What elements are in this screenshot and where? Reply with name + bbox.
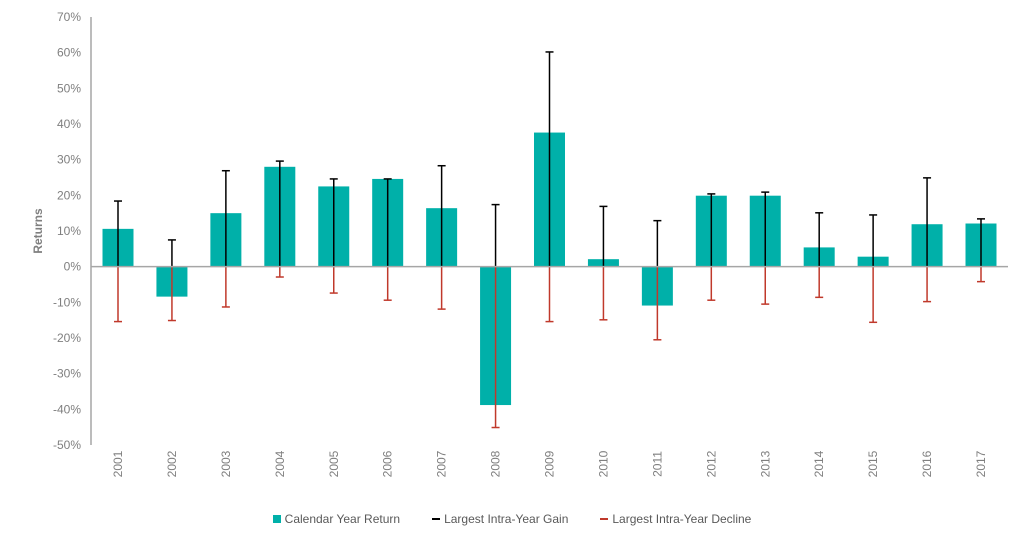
y-tick-label: 20% bbox=[57, 188, 81, 202]
x-tick-label: 2009 bbox=[543, 450, 557, 477]
y-axis-label: Returns bbox=[31, 208, 45, 254]
x-tick-label: 2012 bbox=[704, 450, 718, 477]
y-tick-label: -40% bbox=[53, 402, 81, 416]
y-tick-label: 70% bbox=[57, 10, 81, 24]
x-tick-label: 2006 bbox=[381, 450, 395, 477]
legend-item-largest-intra-year-decline: Largest Intra-Year Decline bbox=[600, 512, 751, 526]
x-tick-label: 2005 bbox=[327, 450, 341, 477]
y-tick-label: -10% bbox=[53, 295, 81, 309]
x-tick-label: 2007 bbox=[435, 450, 449, 477]
x-tick-label: 2004 bbox=[273, 450, 287, 477]
x-tick-label: 2013 bbox=[758, 450, 772, 477]
y-tick-label: 40% bbox=[57, 117, 81, 131]
legend-label: Largest Intra-Year Decline bbox=[612, 512, 752, 526]
y-tick-label: 50% bbox=[57, 81, 81, 95]
y-axis: 70% 60% 50% 40% 30% 20% 10% 0% -10% -20% -30% -40% -… bbox=[53, 10, 92, 452]
legend-swatch-decline bbox=[600, 518, 609, 520]
legend-label: Calendar Year Return bbox=[284, 512, 401, 526]
x-tick-label: 2015 bbox=[866, 450, 880, 477]
x-tick-label: 2008 bbox=[489, 450, 503, 477]
legend: Calendar Year Return Largest Intra-Year … bbox=[0, 512, 1024, 526]
y-tick-label: 60% bbox=[57, 46, 81, 60]
legend-swatch-gain bbox=[432, 518, 441, 520]
y-tick-label: -20% bbox=[53, 331, 81, 345]
x-tick-label: 2001 bbox=[111, 450, 125, 477]
y-tick-label: 30% bbox=[57, 153, 81, 167]
x-tick-label: 2016 bbox=[920, 450, 934, 477]
y-tick-label: 0% bbox=[64, 260, 82, 274]
x-tick-label: 2011 bbox=[650, 451, 664, 477]
x-tick-label: 2014 bbox=[812, 450, 826, 477]
legend-item-largest-intra-year-gain: Largest Intra-Year Gain bbox=[432, 512, 568, 526]
error-bars bbox=[114, 51, 985, 429]
legend-label: Largest Intra-Year Gain bbox=[444, 512, 569, 526]
x-axis: 2001 2002 2003 2004 2005 2006 2007 2008 2009 2010… bbox=[111, 450, 988, 477]
y-tick-label: -50% bbox=[53, 438, 81, 452]
x-tick-label: 2002 bbox=[165, 450, 179, 477]
x-tick-label: 2010 bbox=[596, 450, 610, 477]
x-tick-label: 2003 bbox=[219, 450, 233, 477]
legend-swatch-bar bbox=[272, 515, 281, 523]
x-tick-label: 2017 bbox=[974, 450, 988, 477]
y-tick-label: 10% bbox=[57, 224, 81, 238]
y-tick-label: -30% bbox=[53, 367, 81, 381]
legend-item-calendar-year-return: Calendar Year Return bbox=[272, 512, 401, 526]
